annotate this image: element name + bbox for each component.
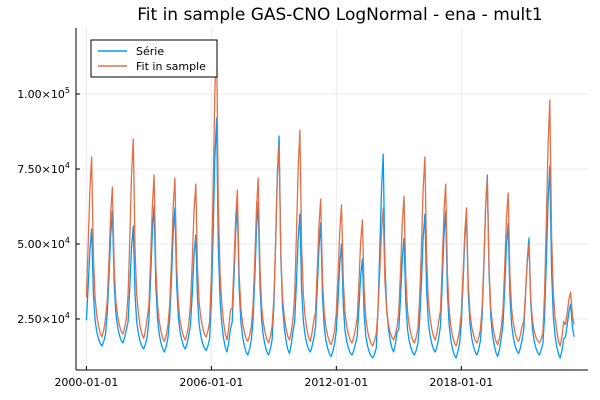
x-tick-label: 2000-01-01	[54, 376, 118, 389]
chart-title: Fit in sample GAS-CNO LogNormal - ena - …	[137, 5, 543, 25]
y-tick-label: 7.50×104	[17, 161, 70, 176]
y-tick-exponent: 4	[65, 236, 70, 245]
legend: Série Fit in sample	[90, 39, 218, 78]
legend-box	[90, 39, 218, 78]
legend-label-serie: Série	[136, 45, 164, 58]
x-axis-ticks: 2000-01-01 2006-01-01 2012-01-01 2018-01-01	[54, 366, 493, 389]
legend-label-fit-in-sample: Fit in sample	[136, 60, 206, 73]
series-line-fit-in-sample	[85, 39, 575, 347]
y-tick-label: 5.00×104	[17, 236, 70, 251]
grid	[76, 28, 588, 370]
y-tick-label: 2.50×104	[17, 311, 70, 326]
y-tick-exponent: 4	[65, 161, 70, 170]
y-tick-mantissa: 7.50×10	[17, 163, 65, 176]
y-tick-exponent: 4	[65, 311, 70, 320]
series-line-serie	[85, 117, 575, 359]
x-tick-label: 2006-01-01	[179, 376, 243, 389]
y-tick-exponent: 5	[65, 86, 70, 95]
x-tick-label: 2012-01-01	[304, 376, 368, 389]
series-layer	[85, 39, 575, 359]
y-tick-mantissa: 2.50×10	[17, 313, 65, 326]
y-tick-label: 1.00×105	[17, 86, 70, 101]
y-tick-mantissa: 5.00×10	[17, 238, 65, 251]
y-tick-mantissa: 1.00×10	[17, 88, 65, 101]
x-tick-label: 2018-01-01	[429, 376, 493, 389]
